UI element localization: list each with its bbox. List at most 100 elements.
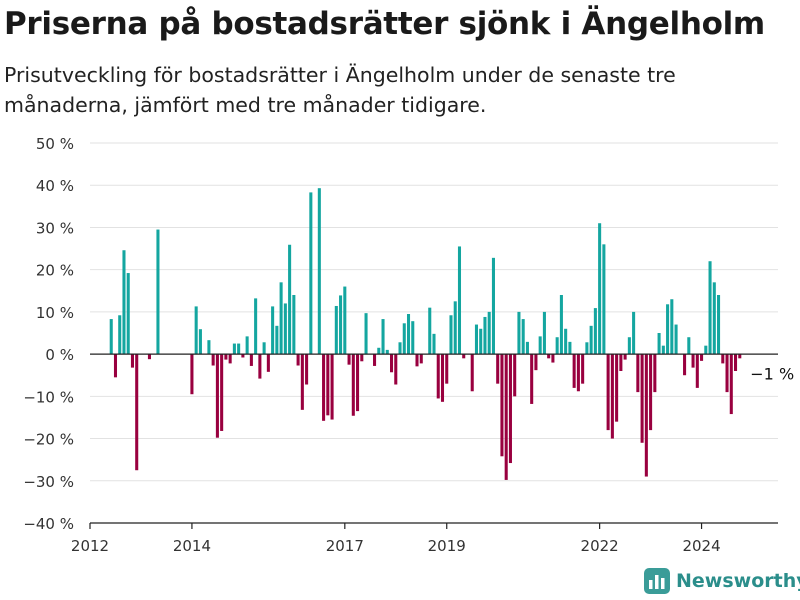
bar — [542, 311, 546, 355]
x-tick-label: 2014 — [173, 537, 211, 555]
bar — [343, 286, 347, 355]
x-tick-label: 2019 — [428, 537, 466, 555]
chart-title: Priserna på bostadsrätter sjönk i Ängelh… — [4, 6, 765, 42]
bar — [606, 354, 610, 431]
bar — [708, 261, 712, 355]
y-tick-label: 10 % — [36, 304, 74, 322]
bar — [729, 354, 733, 415]
bar — [683, 354, 687, 376]
bar — [525, 341, 529, 355]
bar — [619, 354, 623, 371]
bar — [496, 354, 500, 384]
bar — [615, 354, 619, 422]
y-tick-label: 50 % — [36, 135, 74, 153]
bar — [487, 311, 491, 355]
bar — [691, 354, 695, 368]
bar — [670, 299, 674, 355]
bar — [288, 244, 292, 355]
x-axis-ticks: 2012 2014 2017 2019 2022 2024 — [71, 523, 721, 555]
bar — [521, 319, 525, 355]
bar — [479, 328, 483, 355]
bar — [317, 188, 321, 355]
bar — [406, 314, 411, 355]
bar — [241, 354, 245, 358]
bar — [419, 354, 423, 364]
bar — [411, 321, 415, 355]
bar — [649, 354, 653, 431]
bar — [585, 342, 589, 355]
bar — [576, 354, 580, 392]
bar — [640, 354, 644, 443]
bar — [377, 347, 381, 355]
bar — [228, 354, 232, 364]
bar — [462, 354, 466, 359]
bar — [275, 325, 279, 355]
bar — [734, 354, 738, 371]
bar — [245, 336, 249, 355]
bar — [661, 345, 665, 355]
bar — [224, 354, 228, 360]
bar — [262, 342, 266, 355]
bar — [266, 354, 270, 372]
bar — [432, 333, 436, 355]
bar — [292, 295, 296, 355]
bar — [717, 295, 721, 355]
bar — [198, 329, 202, 355]
bar — [135, 354, 139, 471]
bar — [453, 301, 457, 355]
bar — [130, 354, 134, 368]
bar — [491, 257, 495, 355]
bar — [551, 354, 555, 363]
bar — [156, 229, 160, 355]
y-tick-label: −40 % — [23, 515, 74, 533]
bar — [126, 273, 130, 355]
bar — [351, 354, 355, 416]
bar — [271, 306, 275, 355]
bar — [666, 304, 670, 355]
bar — [657, 333, 661, 355]
bar — [483, 316, 487, 355]
bar — [220, 354, 224, 431]
y-tick-label: −20 % — [23, 431, 74, 449]
bar — [687, 337, 691, 355]
bar — [330, 354, 334, 420]
bar — [474, 324, 478, 355]
bar — [602, 244, 606, 355]
bar — [712, 282, 716, 355]
bar — [118, 315, 122, 355]
bar — [283, 303, 287, 355]
bar — [555, 337, 559, 355]
bar — [572, 354, 576, 388]
bar — [207, 340, 211, 355]
y-axis-tick-labels: 50 % 40 % 30 % 20 % 10 % 0 % −10 % −20 % −30 % −4… — [23, 135, 74, 533]
bar — [322, 354, 326, 421]
bar — [530, 354, 534, 404]
bar-chart-logo-icon — [644, 568, 670, 594]
bar — [415, 354, 419, 367]
x-tick-label: 2012 — [71, 537, 109, 555]
bar — [305, 354, 309, 385]
bar — [194, 306, 198, 355]
bar — [254, 298, 258, 355]
x-tick-label: 2022 — [581, 537, 619, 555]
bar — [517, 311, 521, 355]
bar — [636, 354, 640, 393]
bar — [190, 354, 194, 395]
bar — [674, 324, 678, 355]
bar — [296, 354, 300, 366]
bar — [402, 323, 406, 355]
bar — [704, 345, 708, 355]
bar — [237, 343, 241, 355]
chart-subtitle: Prisutveckling för bostadsrätter i Ängel… — [4, 63, 676, 117]
y-tick-label: −10 % — [23, 388, 74, 406]
bar — [593, 308, 597, 355]
bar — [300, 354, 304, 410]
annotation: −1 % — [748, 362, 796, 385]
bar — [547, 354, 551, 359]
bar — [122, 250, 126, 355]
bar — [610, 354, 614, 439]
bar — [598, 223, 602, 355]
bars — [109, 188, 742, 480]
bar — [232, 343, 236, 355]
bar — [623, 354, 627, 360]
